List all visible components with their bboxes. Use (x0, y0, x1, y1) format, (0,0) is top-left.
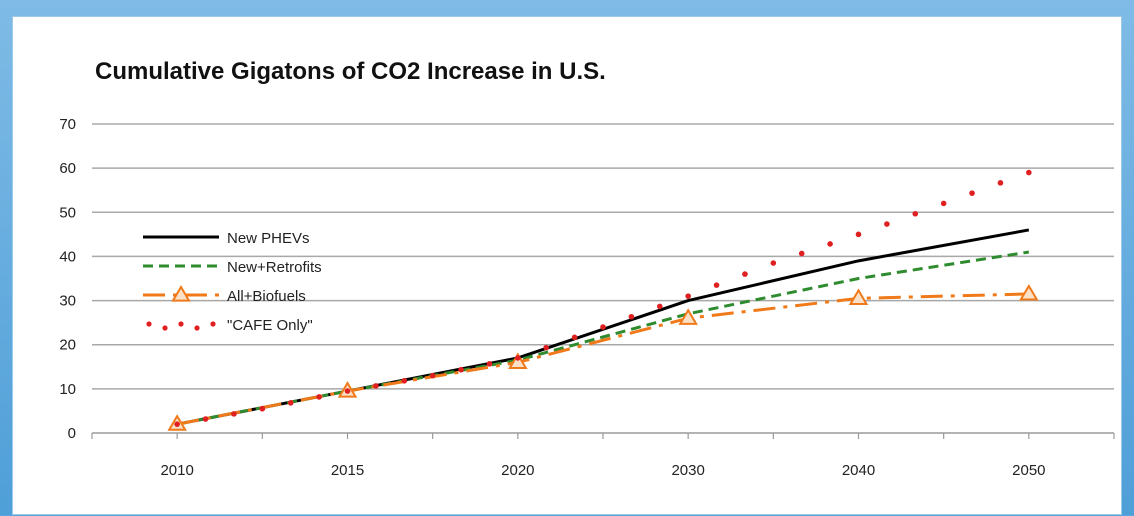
chart-title: Cumulative Gigatons of CO2 Increase in U… (95, 58, 606, 85)
y-tick-label: 30 (59, 293, 76, 310)
series-dot (855, 231, 862, 238)
y-tick-label: 50 (59, 204, 76, 221)
legend-entry: New PHEVs (143, 230, 310, 247)
series-dot (969, 190, 975, 196)
legend-label: New+Retrofits (227, 259, 322, 276)
series-dot (401, 377, 408, 384)
series-dot (202, 416, 209, 422)
series-area (167, 169, 1039, 431)
series-3 (174, 169, 1032, 427)
series-dot (316, 394, 322, 400)
x-tick-label: 2015 (331, 462, 364, 479)
x-tick-label: 2030 (671, 462, 704, 479)
legend-swatch-dot (162, 325, 168, 331)
data-point-marker (508, 352, 528, 369)
series-dot (628, 313, 635, 320)
legend-swatch-dot (178, 321, 184, 327)
legend-swatch-dot (146, 321, 152, 327)
series-dot (656, 303, 663, 310)
legend-swatch-dot (210, 321, 216, 327)
chart: Cumulative Gigatons of CO2 Increase in U… (59, 58, 1115, 479)
series-dot (685, 293, 691, 299)
series-dot (287, 400, 294, 406)
series-dot (515, 355, 521, 361)
series-dot (798, 250, 805, 257)
series-dot (827, 241, 833, 247)
series-dot (742, 271, 748, 277)
x-tick-label: 2010 (160, 462, 193, 479)
legend-swatch-dot (194, 325, 200, 331)
y-tick-label: 60 (59, 160, 76, 177)
series-dot (600, 324, 606, 330)
series-dot (1026, 169, 1032, 176)
series-dot (770, 260, 777, 266)
chart-card: Cumulative Gigatons of CO2 Increase in U… (12, 16, 1122, 515)
y-tick-label: 20 (59, 337, 76, 354)
series-dot (543, 344, 550, 351)
series-dot (458, 366, 464, 373)
x-tick-label: 2040 (842, 462, 875, 479)
series-dot (940, 200, 947, 207)
legend-entry: "CAFE Only" (146, 317, 313, 334)
x-tick-label: 2050 (1012, 462, 1045, 479)
legend: New PHEVs New+Retrofits All+Biofuels "CAFE … (143, 230, 322, 334)
series-dot (373, 383, 379, 389)
x-tick-label: 2020 (501, 462, 534, 479)
y-tick-label: 10 (59, 381, 76, 398)
series-dot (429, 372, 436, 379)
series-dot (344, 388, 351, 394)
legend-entry: All+Biofuels (143, 285, 306, 305)
series-dot (997, 180, 1004, 186)
legend-label: New PHEVs (227, 230, 310, 247)
series-2 (167, 283, 1039, 431)
data-point-marker (1019, 283, 1039, 301)
series-dot (174, 421, 180, 427)
y-tick-label: 70 (59, 116, 76, 133)
series-dot (231, 411, 237, 417)
series-dot (259, 405, 266, 412)
series-line (176, 292, 1029, 426)
data-point-marker (678, 308, 698, 325)
legend-marker (171, 285, 191, 302)
legend-entry: New+Retrofits (143, 259, 322, 276)
series-dot (486, 361, 493, 367)
legend-label: All+Biofuels (227, 288, 306, 305)
grid (92, 123, 1114, 390)
series-dot (713, 282, 720, 288)
data-point-marker (848, 288, 869, 305)
legend-label: "CAFE Only" (227, 317, 313, 334)
series-dot (884, 221, 890, 227)
y-tick-label: 40 (59, 248, 76, 265)
series-dot (571, 334, 578, 341)
series-dot (912, 210, 919, 217)
y-tick-label: 0 (68, 425, 76, 442)
